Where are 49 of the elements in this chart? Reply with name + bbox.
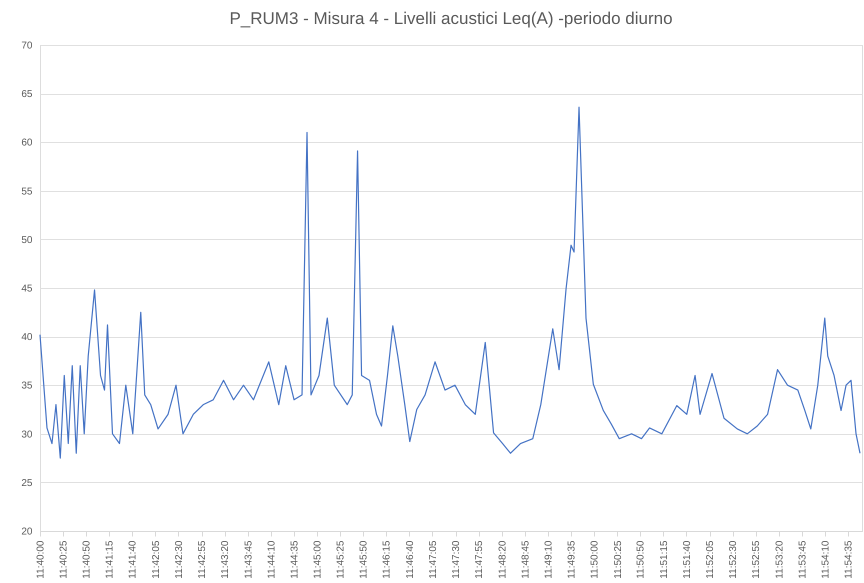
x-tick-label: 11:54:35	[844, 540, 855, 579]
x-tick-label: 11:40:25	[58, 540, 70, 579]
y-tick-label: 55	[21, 186, 33, 198]
y-tick-label: 70	[21, 40, 33, 52]
x-tick-label: 11:47:30	[451, 540, 462, 579]
y-tick-label: 60	[21, 138, 33, 149]
x-tick-label: 11:42:30	[174, 540, 185, 579]
x-tick-label: 11:54:10	[820, 540, 832, 579]
y-tick-label: 65	[21, 89, 33, 100]
x-tick-label: 11:51:40	[682, 540, 693, 579]
x-tick-label: 11:45:50	[358, 540, 370, 579]
chart-title: P_RUM3 - Misura 4 - Livelli acustici Leq(A) -periodo diurno	[229, 9, 673, 28]
x-tick-label: 11:46:15	[382, 540, 393, 579]
x-tick-label: 11:48:20	[497, 540, 508, 579]
x-tick-label: 11:50:00	[589, 540, 600, 579]
y-tick-label: 35	[21, 380, 33, 392]
x-tick-label: 11:47:05	[428, 540, 439, 579]
x-tick-label: 11:49:10	[543, 540, 554, 579]
x-tick-label: 11:43:45	[243, 540, 254, 579]
x-tick-label: 11:52:30	[728, 540, 740, 579]
x-tick-label: 11:41:15	[104, 540, 116, 579]
x-tick-label: 11:53:45	[797, 540, 808, 579]
x-tick-label: 11:53:20	[774, 540, 786, 579]
x-tick-label: 11:47:55	[474, 540, 486, 579]
x-tick-label: 11:42:05	[150, 540, 162, 579]
x-tick-label: 11:52:55	[751, 540, 762, 579]
y-tick-label: 50	[21, 234, 33, 246]
x-tick-label: 11:44:10	[266, 540, 278, 579]
x-tick-label: 11:43:20	[220, 540, 232, 579]
x-tick-label: 11:40:50	[82, 540, 93, 579]
x-tick-label: 11:46:40	[404, 540, 416, 579]
y-tick-label: 30	[21, 429, 33, 440]
y-tick-label: 45	[21, 284, 33, 294]
x-tick-label: 11:49:35	[566, 540, 578, 579]
x-tick-label: 11:48:45	[520, 540, 532, 579]
x-tick-label: 11:40:00	[36, 540, 46, 579]
x-tick-label: 11:45:25	[335, 540, 346, 579]
x-tick-label: 11:50:50	[636, 540, 647, 579]
x-tick-label: 11:42:55	[197, 540, 208, 579]
y-tick-label: 25	[21, 478, 33, 489]
x-tick-label: 11:50:25	[612, 540, 624, 579]
x-tick-label: 11:52:05	[705, 540, 716, 579]
x-tick-label: 11:41:40	[128, 540, 139, 579]
y-tick-label: 40	[21, 332, 33, 344]
x-tick-label: 11:45:00	[312, 540, 324, 579]
line-series	[39, 106, 861, 459]
y-tick-label: 20	[21, 526, 33, 538]
x-tick-label: 11:44:35	[290, 540, 301, 579]
x-tick-label: 11:51:15	[658, 540, 670, 579]
